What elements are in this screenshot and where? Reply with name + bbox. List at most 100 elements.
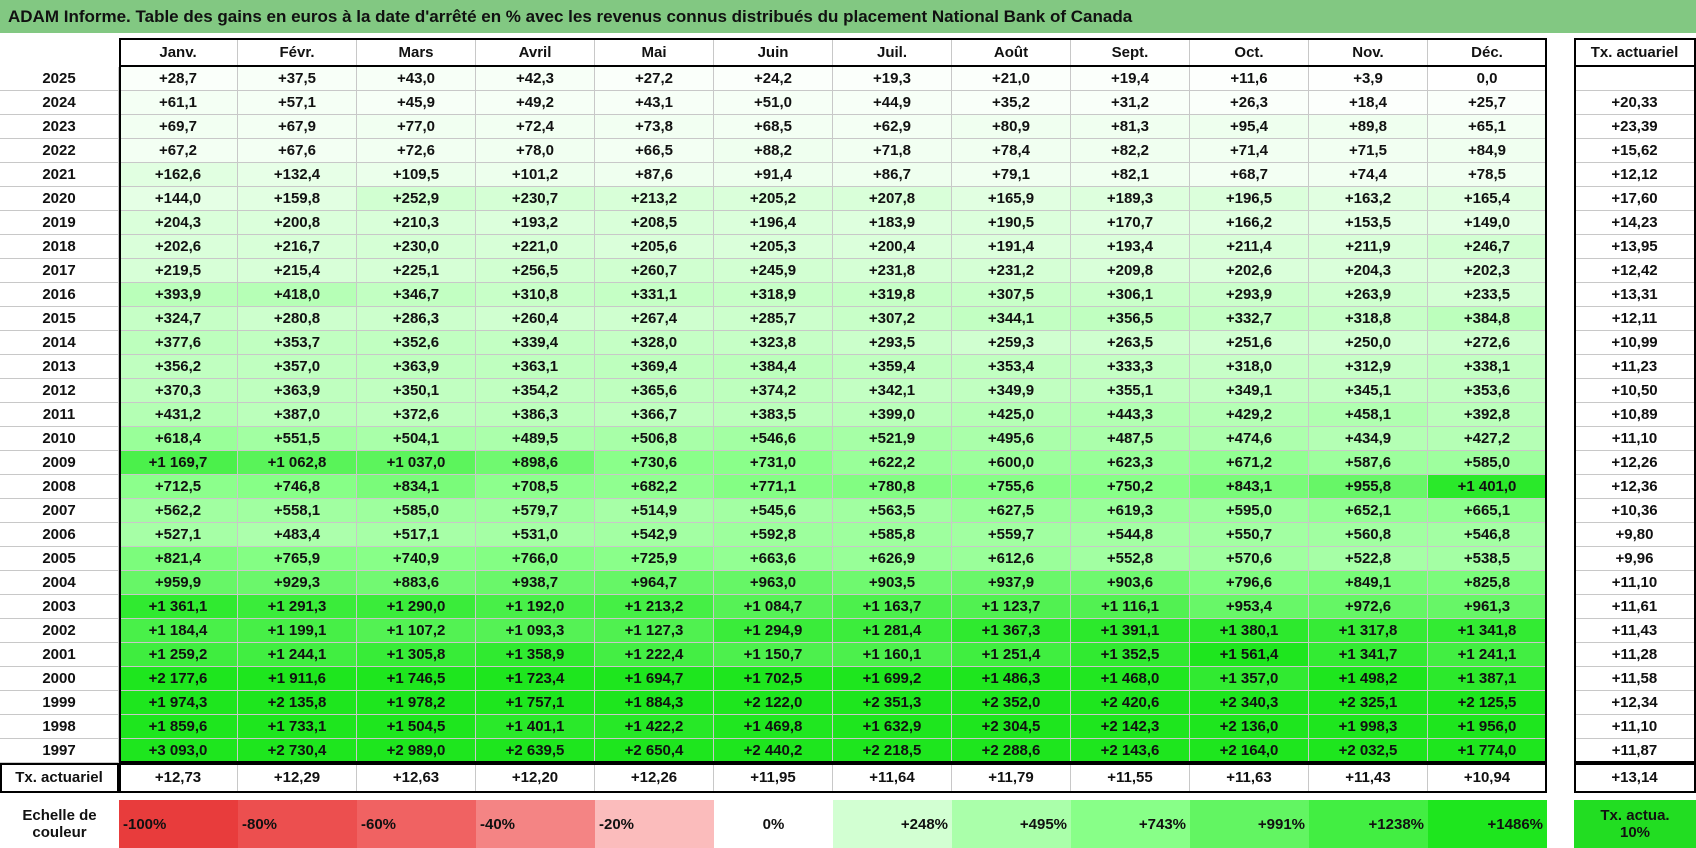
gain-cell: +740,9 (357, 547, 476, 571)
gain-cell: +163,2 (1309, 187, 1428, 211)
gain-cell: +333,3 (1071, 355, 1190, 379)
year-label: 2017 (0, 259, 119, 283)
gain-cell: +595,0 (1190, 499, 1309, 523)
gain-cell: +196,4 (714, 211, 833, 235)
gain-cell: +425,0 (952, 403, 1071, 427)
gain-cell: +363,9 (357, 355, 476, 379)
gain-cell: +62,9 (833, 115, 952, 139)
year-label: 2024 (0, 91, 119, 115)
gain-cell: +11,6 (1190, 67, 1309, 91)
gain-cell: +356,5 (1071, 307, 1190, 331)
gain-cell: +78,0 (476, 139, 595, 163)
gain-cell: +514,9 (595, 499, 714, 523)
gain-cell: +205,2 (714, 187, 833, 211)
gain-cell: +230,7 (476, 187, 595, 211)
gain-cell: +263,5 (1071, 331, 1190, 355)
gain-cell: +663,6 (714, 547, 833, 571)
gain-cell: +231,2 (952, 259, 1071, 283)
gain-cell: +489,5 (476, 427, 595, 451)
gain-cell: +67,6 (238, 139, 357, 163)
gain-cell: +231,8 (833, 259, 952, 283)
gain-cell: +374,2 (714, 379, 833, 403)
gain-cell: +487,5 (1071, 427, 1190, 451)
gain-cell: +766,0 (476, 547, 595, 571)
gain-cell: +1 561,4 (1190, 643, 1309, 667)
rate-cell: +10,99 (1574, 331, 1696, 355)
gain-cell: +849,1 (1309, 571, 1428, 595)
gain-cell: +1 978,2 (357, 691, 476, 715)
gain-cell: +1 757,1 (476, 691, 595, 715)
gain-cell: +45,9 (357, 91, 476, 115)
gain-cell: +2 164,0 (1190, 739, 1309, 763)
gain-cell: +2 288,6 (952, 739, 1071, 763)
gain-cell: +165,4 (1428, 187, 1547, 211)
footer-rate: +12,29 (238, 763, 357, 793)
footer-rate: +11,43 (1309, 763, 1428, 793)
month-header: Janv. (119, 38, 238, 67)
gain-cell: +1 123,7 (952, 595, 1071, 619)
gain-cell: +245,9 (714, 259, 833, 283)
gain-cell: +1 294,9 (714, 619, 833, 643)
gain-cell: +903,6 (1071, 571, 1190, 595)
gain-cell: +612,6 (952, 547, 1071, 571)
gain-cell: +2 420,6 (1071, 691, 1190, 715)
gain-cell: +746,8 (238, 475, 357, 499)
gain-cell: +213,2 (595, 187, 714, 211)
gain-cell: +1 723,4 (476, 667, 595, 691)
gain-cell: +44,9 (833, 91, 952, 115)
gain-cell: +355,1 (1071, 379, 1190, 403)
gain-cell: +725,9 (595, 547, 714, 571)
gain-cell: +1 469,8 (714, 715, 833, 739)
gain-cell: +202,6 (1190, 259, 1309, 283)
gain-cell: +68,7 (1190, 163, 1309, 187)
gain-cell: +319,8 (833, 283, 952, 307)
rate-cell: +11,10 (1574, 427, 1696, 451)
gain-cell: +963,0 (714, 571, 833, 595)
gain-cell: +955,8 (1309, 475, 1428, 499)
gain-cell: +35,2 (952, 91, 1071, 115)
gain-cell: +86,7 (833, 163, 952, 187)
gain-cell: +712,5 (119, 475, 238, 499)
gain-cell: +3 093,0 (119, 739, 238, 763)
gain-cell: +37,5 (238, 67, 357, 91)
gain-cell: +1 341,7 (1309, 643, 1428, 667)
year-label: 2011 (0, 403, 119, 427)
gain-cell: +592,8 (714, 523, 833, 547)
gain-cell: +318,8 (1309, 307, 1428, 331)
gain-cell: +71,8 (833, 139, 952, 163)
gain-cell: +542,9 (595, 523, 714, 547)
gain-cell: +28,7 (119, 67, 238, 91)
scale-item: -40% (476, 800, 595, 848)
gain-cell: +91,4 (714, 163, 833, 187)
rate-cell: +11,58 (1574, 667, 1696, 691)
gain-cell: +71,4 (1190, 139, 1309, 163)
gain-cell: +521,9 (833, 427, 952, 451)
gain-cell: +342,1 (833, 379, 952, 403)
gain-cell: +386,3 (476, 403, 595, 427)
gain-cell: +267,4 (595, 307, 714, 331)
gain-cell: +1 699,2 (833, 667, 952, 691)
footer-rate: +10,94 (1428, 763, 1547, 793)
gain-cell: +260,7 (595, 259, 714, 283)
gain-cell: +1 391,1 (1071, 619, 1190, 643)
gain-cell: +2 125,5 (1428, 691, 1547, 715)
gain-cell: +310,8 (476, 283, 595, 307)
gain-cell: +49,2 (476, 91, 595, 115)
gain-cell: +132,4 (238, 163, 357, 187)
rate-cell (1574, 67, 1696, 91)
rate-cell: +10,50 (1574, 379, 1696, 403)
gain-cell: +200,8 (238, 211, 357, 235)
year-label: 2007 (0, 499, 119, 523)
gain-cell: +1 486,3 (952, 667, 1071, 691)
year-label: 2013 (0, 355, 119, 379)
gain-cell: +318,0 (1190, 355, 1309, 379)
gain-cell: +1 357,0 (1190, 667, 1309, 691)
gain-cell: +531,0 (476, 523, 595, 547)
gain-cell: +204,3 (1309, 259, 1428, 283)
footer-rate: +12,20 (476, 763, 595, 793)
gain-cell: +431,2 (119, 403, 238, 427)
gain-cell: +1 244,1 (238, 643, 357, 667)
gain-cell: +623,3 (1071, 451, 1190, 475)
gain-cell: +443,3 (1071, 403, 1190, 427)
year-label: 2010 (0, 427, 119, 451)
